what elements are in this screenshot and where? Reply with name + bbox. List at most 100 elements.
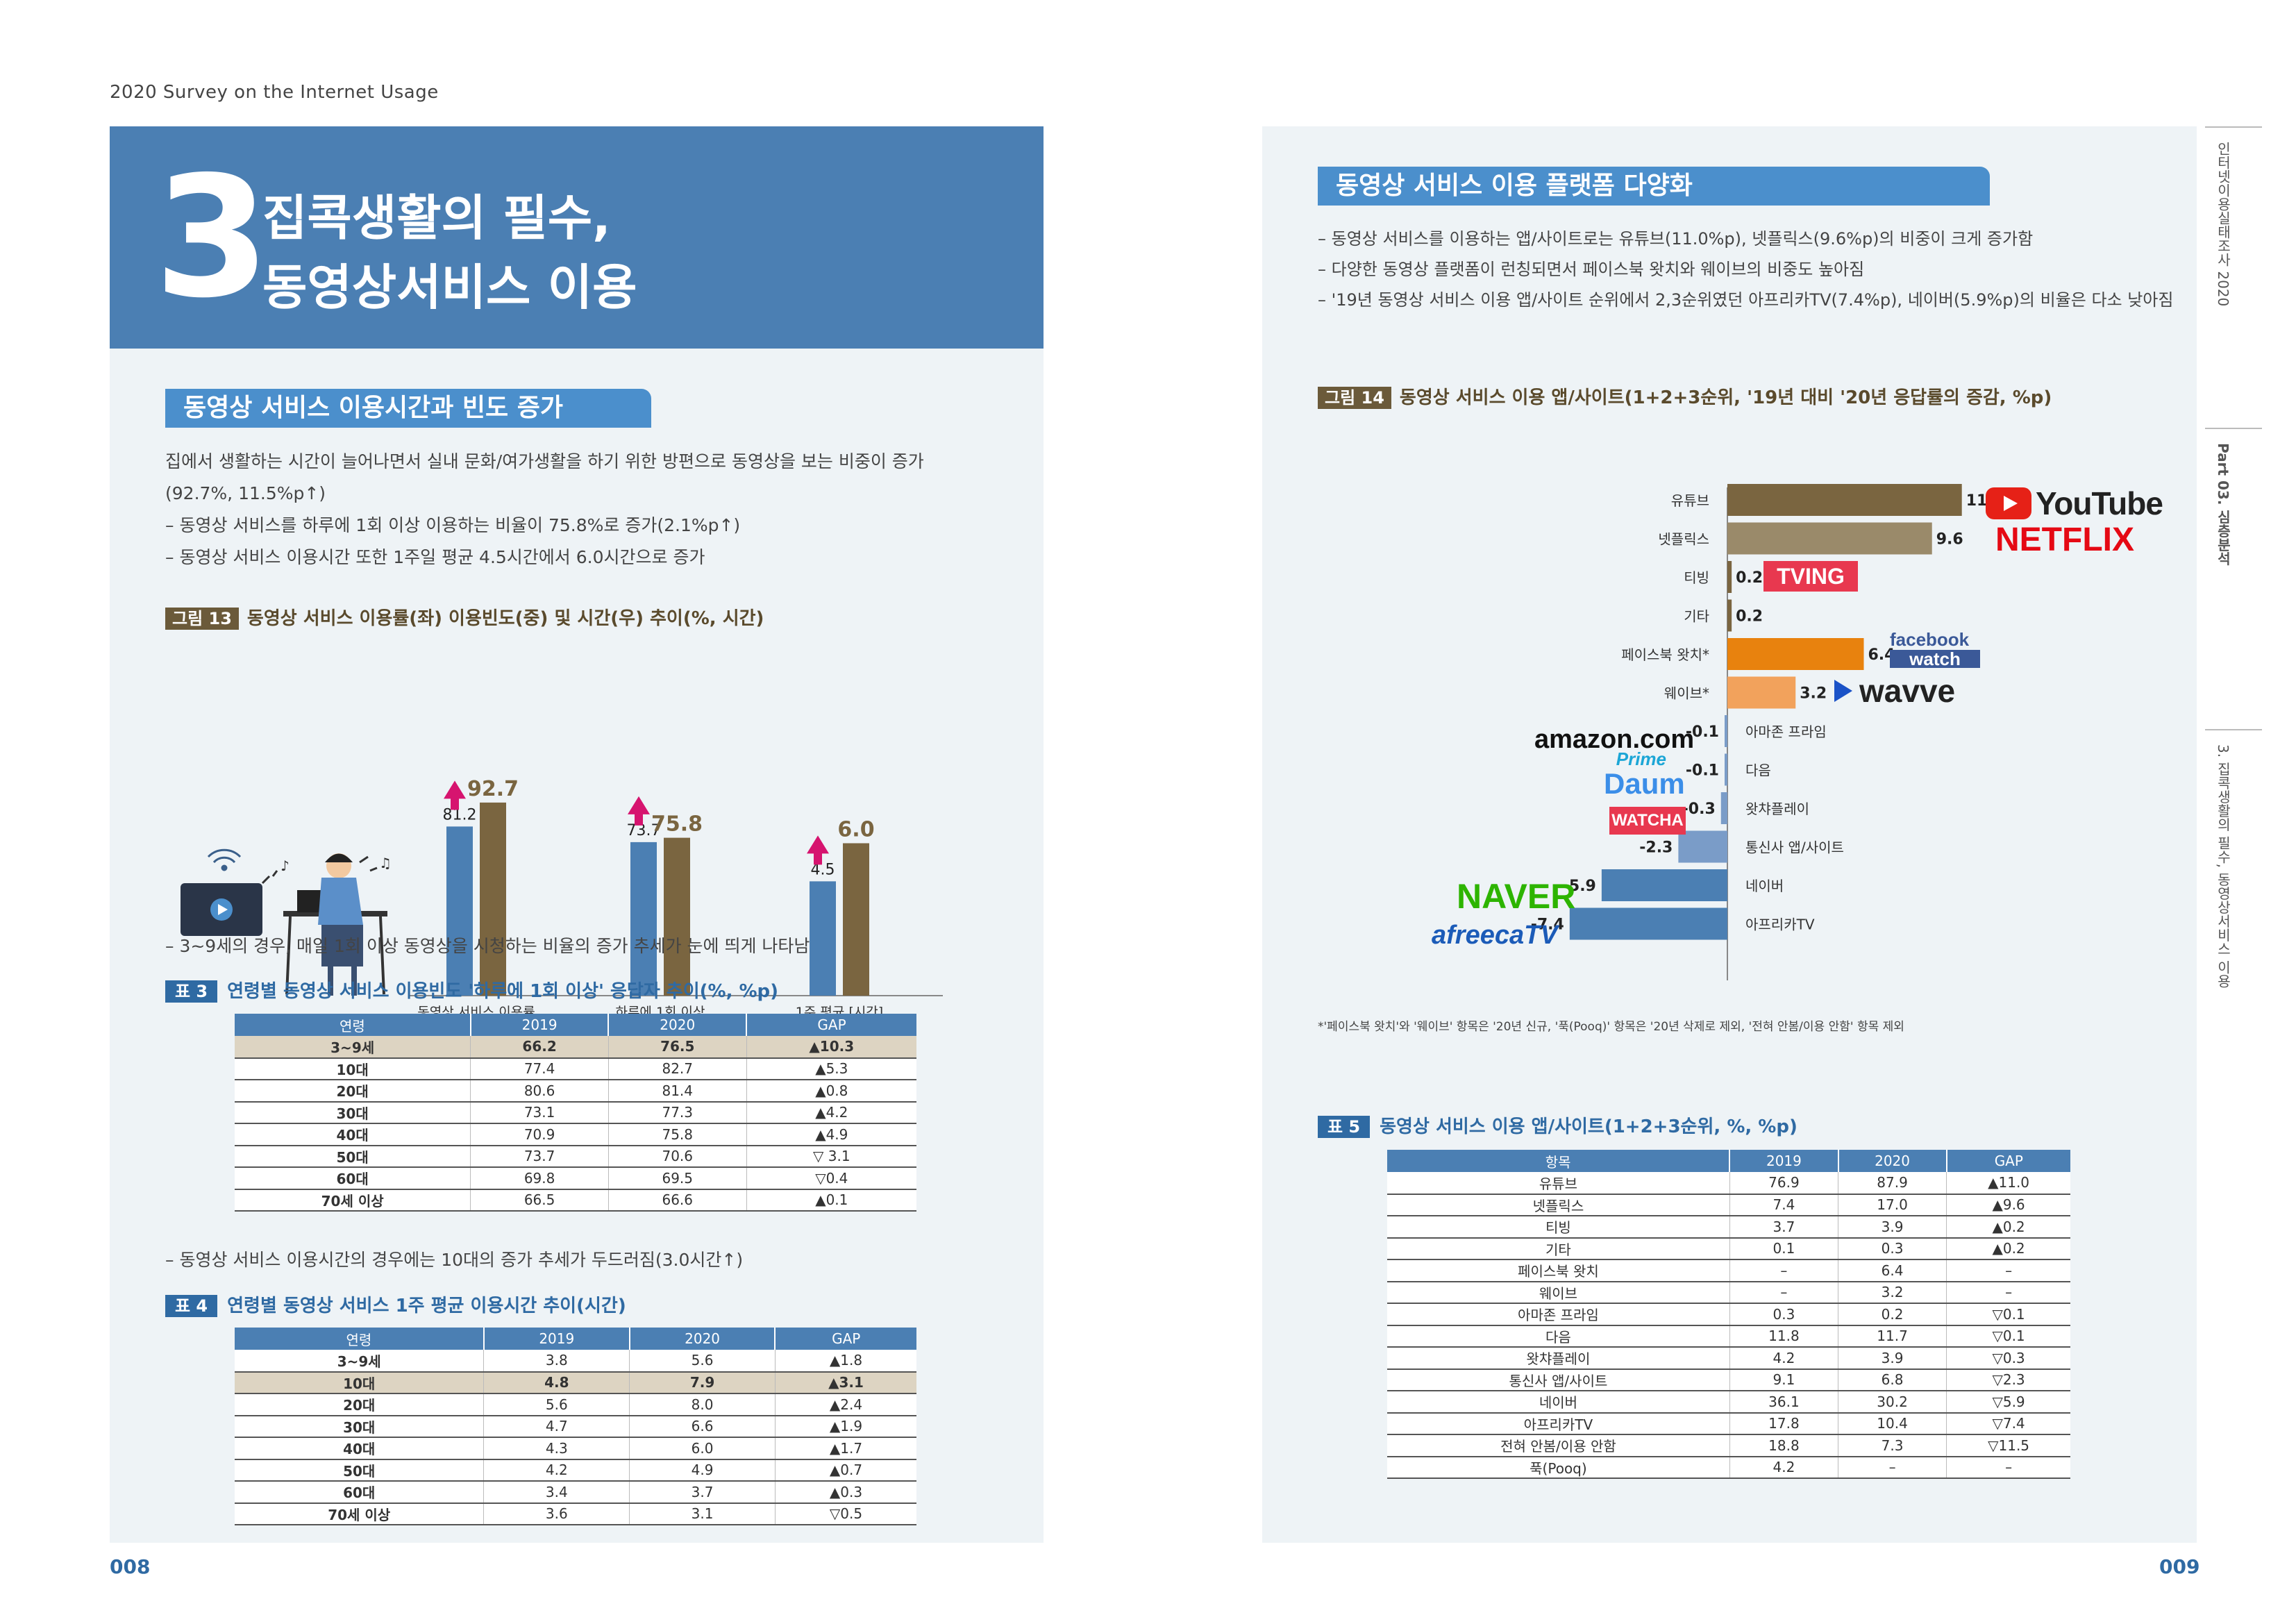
tbl5-header-2: 2020 [1838, 1150, 1947, 1172]
table-cell: ▲1.7 [775, 1437, 916, 1460]
tbl3-header-1: 2019 [470, 1014, 610, 1036]
bar-value-label: 92.7 [467, 777, 519, 801]
table-cell: 3~9세 [235, 1036, 471, 1059]
table-row: 푹(Pooq) 4.2– – [1387, 1456, 2070, 1479]
table-cell: ▽ 3.1 [746, 1145, 916, 1168]
table-cell: 4.2 [1729, 1456, 1839, 1479]
side-rule-1 [2205, 126, 2262, 128]
bar-value-label: -2.3 [1639, 839, 1673, 857]
table-cell: 4.2 [1729, 1347, 1839, 1370]
table-cell: 넷플릭스 [1387, 1194, 1730, 1216]
chapter-title-line-2: 동영상서비스 이용 [262, 259, 637, 316]
figure-13-caption: 그림 13 동영상 서비스 이용률(좌) 이용빈도(중) 및 시간(우) 추이(%… [165, 604, 764, 630]
table-5: 항목 2019 2020 GAP 유튜브 76.9 87.9 ▲11.0 넷플릭스 7.4 17.… [1387, 1150, 2070, 1479]
bullet-2: – 동영상 서비스 이용시간 또한 1주일 평균 4.5시간에서 6.0시간으로… [165, 547, 705, 567]
table-cell: – [1729, 1259, 1839, 1282]
wifi-icon [207, 848, 242, 871]
table-cell: – [1729, 1281, 1839, 1304]
table-row: 30대 73.1 77.3 ▲4.2 [235, 1101, 916, 1124]
bar-value-label: 6.0 [837, 817, 874, 842]
daum-logo: Daum [1604, 767, 1685, 800]
table-cell: 유튜브 [1387, 1172, 1730, 1195]
table-row: 통신사 앱/사이트 9.1 6.8 ▽2.3 [1387, 1368, 2070, 1391]
bar-7 [1725, 753, 1727, 786]
table-cell: 66.5 [470, 1189, 609, 1212]
table-cell: 통신사 앱/사이트 [1387, 1368, 1730, 1391]
table-cell: ▲2.4 [775, 1393, 916, 1416]
bar-0 [1727, 484, 1962, 516]
table-cell: 4.2 [483, 1459, 630, 1482]
bar-2020-1 [664, 837, 690, 996]
table-cell: 20대 [235, 1393, 485, 1416]
category-label: 통신사 앱/사이트 [1745, 839, 1844, 856]
table-cell: 69.8 [470, 1167, 609, 1190]
increase-arrow-icon [807, 835, 829, 865]
right-bullet-1: – 동영상 서비스를 이용하는 앱/사이트로는 유튜브(11.0%p), 넷플릭… [1318, 229, 2034, 249]
bar-6 [1725, 715, 1727, 747]
table-cell: 36.1 [1729, 1391, 1839, 1414]
table-row: 다음 11.8 11.7 ▽0.1 [1387, 1325, 2070, 1348]
bar-2020-2 [843, 843, 869, 996]
tbl3-header-3: GAP [746, 1014, 916, 1036]
table-cell: ▲10.3 [746, 1036, 916, 1059]
bar-value-label: 0.2 [1736, 569, 1763, 587]
table-cell: 왓챠플레이 [1387, 1347, 1730, 1370]
table-cell: 81.4 [608, 1080, 747, 1103]
table-cell: 5.6 [629, 1350, 776, 1373]
bar-value-label: 9.6 [1936, 531, 1963, 549]
tving-logo: TVING [1763, 561, 1858, 592]
table-cell: 70.9 [470, 1123, 609, 1146]
table-cell: 4.7 [483, 1415, 630, 1438]
table-cell: 3.1 [629, 1502, 776, 1525]
table-cell: 10대 [235, 1057, 471, 1080]
table-cell: 80.6 [470, 1080, 609, 1103]
table-cell: 60대 [235, 1481, 485, 1504]
table-cell: 20대 [235, 1080, 471, 1103]
netflix-logo: NETFLIX [1995, 521, 2134, 558]
table-row: 10대 4.8 7.9 ▲3.1 [235, 1371, 916, 1394]
watcha-logo: WATCHA [1609, 807, 1686, 835]
bar-8 [1720, 792, 1727, 824]
table-cell: ▲3.1 [775, 1371, 916, 1394]
table-cell: 70세 이상 [235, 1502, 485, 1525]
table-cell: 0.2 [1838, 1303, 1947, 1326]
table-cell: – [1946, 1259, 2070, 1282]
svg-text:♫: ♫ [379, 855, 392, 871]
table-cell: 77.4 [470, 1057, 609, 1080]
table-cell: 9.1 [1729, 1368, 1839, 1391]
table-row: 페이스북 왓치 –6.4– [1387, 1259, 2070, 1282]
bar-value-label: -7.4 [1531, 916, 1564, 934]
table-row: 70세 이상 66.5 66.6 ▲0.1 [235, 1189, 916, 1212]
table-row: 30대 4.7 6.6 ▲1.9 [235, 1415, 916, 1438]
figure-13-title: 동영상 서비스 이용률(좌) 이용빈도(중) 및 시간(우) 추이(%, 시간) [246, 608, 764, 629]
table-row: 70세 이상 3.6 3.1 ▽0.5 [235, 1502, 916, 1525]
table-cell: 7.4 [1729, 1194, 1839, 1216]
table-cell: 3~9세 [235, 1350, 485, 1373]
right-bullet-3: – '19년 동영상 서비스 이용 앱/사이트 순위에서 2,3순위였던 아프리… [1318, 290, 2174, 310]
table-cell: ▲1.9 [775, 1415, 916, 1438]
naver-logo: NAVER [1457, 877, 1576, 916]
table-cell: 66.2 [470, 1036, 609, 1059]
bar-value-label: -0.1 [1686, 762, 1719, 780]
table-3-caption: 표 3 연령별 동영상 서비스 이용빈도 '하루에 1회 이상' 응답자 추이(%… [165, 977, 778, 1003]
table-cell: 70.6 [608, 1145, 747, 1168]
table-row: 60대 3.4 3.7 ▲0.3 [235, 1481, 916, 1504]
table-row: 60대 69.8 69.5 ▽0.4 [235, 1167, 916, 1190]
table-cell: 3.8 [483, 1350, 630, 1373]
increase-arrow-icon [444, 780, 466, 810]
table-cell: 0.3 [1838, 1237, 1947, 1260]
table-cell: 18.8 [1729, 1434, 1839, 1457]
table-3: 연령 2019 2020 GAP 3~9세 66.2 76.5 ▲10.3 10대 77.4 82… [235, 1014, 916, 1212]
table-cell: ▲11.0 [1946, 1172, 2070, 1195]
bar-value-label: 3.2 [1800, 685, 1827, 703]
figure-14-title: 동영상 서비스 이용 앱/사이트(1+2+3순위, '19년 대비 '20년 응… [1399, 387, 2052, 408]
table-cell: 50대 [235, 1459, 485, 1482]
right-bullet-2: – 다양한 동영상 플랫폼이 런칭되면서 페이스북 왓치와 웨이브의 비중도 높… [1318, 260, 1865, 279]
table-4-title: 연령별 동영상 서비스 1주 평균 이용시간 추이(시간) [227, 1296, 626, 1316]
table-cell: 7.9 [629, 1371, 776, 1394]
note-10s: – 동영상 서비스 이용시간의 경우에는 10대의 증가 추세가 두드러짐(3.… [165, 1250, 744, 1270]
tbl4-header-3: GAP [775, 1328, 916, 1350]
bar-2 [1727, 561, 1732, 593]
table-cell: 4.8 [483, 1371, 630, 1394]
bar-value-label: 75.8 [651, 812, 703, 837]
